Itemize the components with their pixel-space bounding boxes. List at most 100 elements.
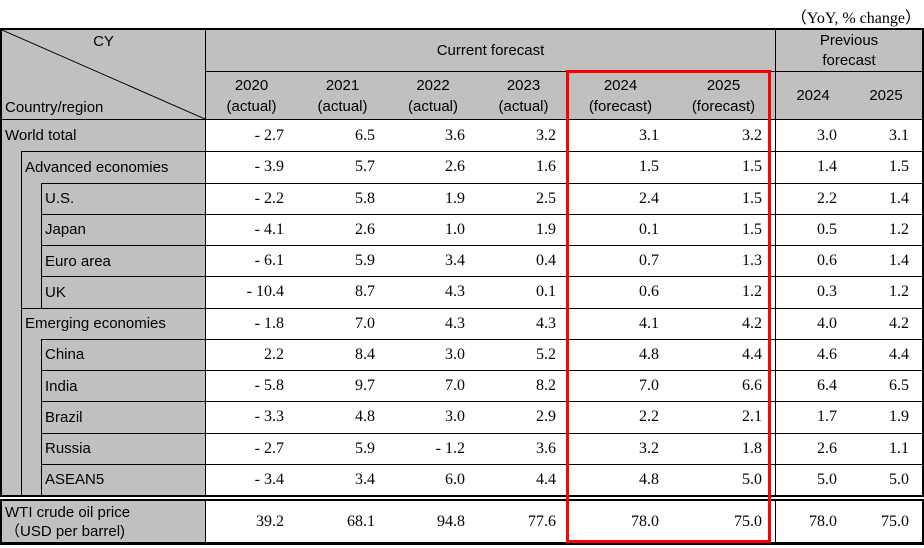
value-cell: 1.5 (569, 151, 672, 183)
wti-row-label: WTI crude oil price （USD per barrel) (2, 501, 206, 542)
year-label: 2025 (869, 87, 903, 104)
year-header: 2022 (actual) (388, 72, 478, 120)
year-header: 2021 (actual) (297, 72, 388, 120)
value-cell: - 1.2 (388, 432, 478, 464)
value-cell: 6.6 (672, 370, 775, 402)
value-cell: 1.5 (850, 151, 922, 183)
value-cell: 1.1 (850, 432, 922, 464)
row-label: Advanced economies (22, 151, 206, 183)
current-forecast-header: Current forecast (206, 30, 775, 72)
value-cell: 3.0 (388, 401, 478, 433)
value-cell: 3.2 (672, 120, 775, 152)
year-header: 2025 (forecast) (672, 72, 775, 120)
value-cell: 1.9 (478, 213, 569, 245)
value-cell: 0.5 (775, 213, 850, 245)
corner-country-region-label: Country/region (5, 99, 104, 116)
value-cell: 1.4 (850, 245, 922, 277)
value-cell: 1.3 (672, 245, 775, 277)
row-label: Brazil (42, 401, 206, 433)
value-cell: 0.4 (478, 245, 569, 277)
value-cell: 4.6 (775, 338, 850, 370)
value-cell: 2.2 (569, 401, 672, 433)
value-cell: - 2.7 (206, 120, 297, 152)
value-cell: 6.5 (850, 370, 922, 402)
value-cell: 2.1 (672, 401, 775, 433)
year-label: 2024 (603, 76, 638, 94)
row-label: World total (2, 120, 206, 152)
value-cell: 1.4 (775, 151, 850, 183)
value-cell: 5.0 (775, 463, 850, 495)
value-cell: 5.7 (297, 151, 388, 183)
year-label: 2021 (325, 76, 360, 94)
value-cell: 1.0 (388, 213, 478, 245)
value-cell: 3.1 (850, 120, 922, 152)
value-cell: 1.9 (850, 401, 922, 433)
value-cell: 1.5 (672, 213, 775, 245)
value-cell: 4.2 (850, 307, 922, 339)
value-cell: 1.5 (672, 151, 775, 183)
value-cell: 1.9 (388, 182, 478, 214)
row-label: India (42, 370, 206, 402)
diagonal-line (2, 30, 205, 119)
value-cell: - 3.3 (206, 401, 297, 433)
value-cell: 6.5 (297, 120, 388, 152)
value-cell: 5.9 (297, 432, 388, 464)
value-cell: 8.2 (478, 370, 569, 402)
value-cell: - 6.1 (206, 245, 297, 277)
value-cell: 2.6 (775, 432, 850, 464)
value-cell: 3.1 (569, 120, 672, 152)
year-header: 2025 (850, 72, 922, 120)
value-cell: 1.8 (672, 432, 775, 464)
value-cell: 4.1 (569, 307, 672, 339)
value-cell: 4.8 (297, 401, 388, 433)
value-cell: - 3.4 (206, 463, 297, 495)
year-sublabel: (actual) (317, 97, 368, 115)
year-header: 2023 (actual) (478, 72, 569, 120)
value-cell: 1.4 (850, 182, 922, 214)
value-cell: 4.4 (850, 338, 922, 370)
wti-value-cell: 75.0 (850, 501, 922, 542)
value-cell: 3.2 (478, 120, 569, 152)
previous-forecast-header: Previous forecast (775, 30, 922, 72)
value-cell: - 3.9 (206, 151, 297, 183)
year-label: 2022 (416, 76, 450, 94)
wti-oil-price-table: WTI crude oil price （USD per barrel) 39.… (0, 499, 924, 545)
value-cell: 4.8 (569, 463, 672, 495)
wti-value-cell: 77.6 (478, 501, 569, 542)
value-cell: 9.7 (297, 370, 388, 402)
value-cell: 4.3 (388, 276, 478, 308)
value-cell: 4.2 (672, 307, 775, 339)
value-cell: 1.5 (672, 182, 775, 214)
value-cell: 2.6 (388, 151, 478, 183)
year-label: 2020 (234, 76, 269, 94)
year-sublabel: (forecast) (691, 97, 756, 115)
value-cell: 5.2 (478, 338, 569, 370)
value-cell: 3.0 (388, 338, 478, 370)
value-cell: 4.8 (569, 338, 672, 370)
value-cell: - 4.1 (206, 213, 297, 245)
value-cell: - 10.4 (206, 276, 297, 308)
wti-value-cell: 78.0 (775, 501, 850, 542)
row-label: UK (42, 276, 206, 308)
value-cell: 2.5 (478, 182, 569, 214)
value-cell: - 1.8 (206, 307, 297, 339)
year-sublabel: (forecast) (588, 97, 653, 115)
year-sublabel: (actual) (407, 97, 459, 115)
row-label: Russia (42, 432, 206, 464)
row-label: ASEAN5 (42, 463, 206, 495)
year-sublabel: (actual) (226, 97, 277, 115)
value-cell: 2.6 (297, 213, 388, 245)
row-label: Emerging economies (22, 307, 206, 339)
year-header: 2024 (forecast) (569, 72, 672, 120)
wti-value-cell: 68.1 (297, 501, 388, 542)
value-cell: 7.0 (569, 370, 672, 402)
year-label: 2025 (706, 76, 741, 94)
value-cell: 3.0 (775, 120, 850, 152)
row-label: Euro area (42, 245, 206, 277)
corner-cell: CY Country/region (2, 30, 206, 120)
value-cell: 1.2 (850, 213, 922, 245)
value-cell: 3.4 (297, 463, 388, 495)
value-cell: - 2.7 (206, 432, 297, 464)
value-cell: 1.6 (478, 151, 569, 183)
